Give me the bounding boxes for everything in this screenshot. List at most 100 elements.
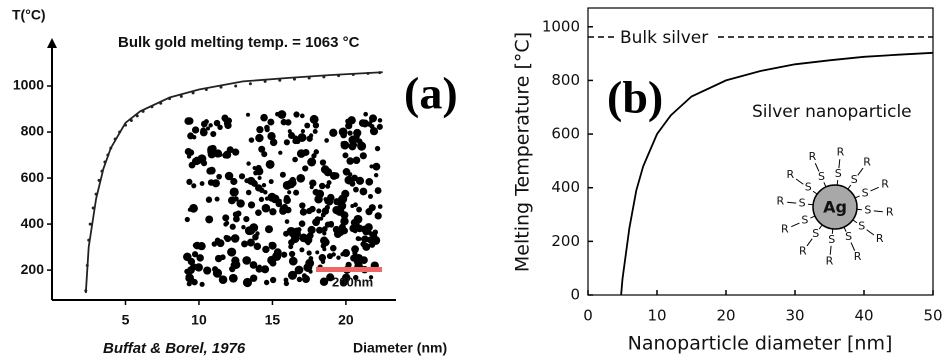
micrograph-dot xyxy=(255,209,262,216)
particle-label: Ag xyxy=(823,198,847,217)
ligand-group: R xyxy=(787,168,795,181)
micrograph-dot xyxy=(336,255,340,259)
x-tick-label: 10 xyxy=(647,307,666,325)
micrograph-dot xyxy=(321,212,326,217)
micrograph-dot xyxy=(241,240,248,247)
ligand-group: R xyxy=(837,145,845,158)
micrograph-dot xyxy=(302,275,310,283)
y-tick-label: 400 xyxy=(21,215,45,231)
micrograph-dot xyxy=(360,188,368,196)
micrograph-dot xyxy=(296,174,305,183)
micrograph-dot xyxy=(259,188,264,193)
micrograph-dot xyxy=(287,179,296,188)
micrograph-dot xyxy=(206,197,212,203)
ligand-group: R xyxy=(886,205,894,218)
micrograph-dot xyxy=(306,241,310,245)
micrograph-dot xyxy=(210,131,216,137)
ligand-bond xyxy=(824,182,826,187)
axis-arrow xyxy=(47,38,57,48)
micrograph-dot xyxy=(353,202,358,207)
micrograph-dot xyxy=(258,146,265,153)
micrograph-dot xyxy=(353,187,359,193)
micrograph-dot xyxy=(293,229,301,237)
x-tick-label: 30 xyxy=(785,307,804,325)
micrograph-dot xyxy=(365,223,373,231)
micrograph-dot xyxy=(320,278,328,286)
micrograph-dot xyxy=(249,137,255,143)
micrograph-dot xyxy=(234,196,239,201)
micrograph-dot xyxy=(284,281,289,286)
micrograph-dot xyxy=(186,117,193,124)
panel-label: (b) xyxy=(607,72,663,123)
micrograph-dot xyxy=(369,118,374,123)
x-axis-label: Nanoparticle diameter [nm] xyxy=(628,333,893,355)
y-tick-label: 200 xyxy=(551,232,580,250)
micrograph-dot xyxy=(375,187,382,194)
micrograph-dot xyxy=(347,130,352,135)
micrograph-dot xyxy=(327,180,332,185)
micrograph-dot xyxy=(324,197,331,204)
y-tick-label: 0 xyxy=(570,286,580,304)
micrograph-dot xyxy=(316,227,323,234)
micrograph-dot xyxy=(246,113,250,117)
y-tick-label: 1000 xyxy=(542,17,580,35)
x-tick-label: 10 xyxy=(191,312,207,328)
micrograph-dot xyxy=(287,190,291,194)
micrograph-dot xyxy=(360,152,367,159)
ligand-bond xyxy=(874,211,883,212)
x-tick-label: 20 xyxy=(716,307,735,325)
micrograph-dot xyxy=(265,197,269,201)
micrograph-dot xyxy=(363,112,368,117)
micrograph-dot xyxy=(297,277,303,283)
x-tick-label: 5 xyxy=(122,312,130,328)
inset-micrograph: 200nm xyxy=(183,110,383,289)
micrograph-dot xyxy=(256,265,263,272)
chart-title: Bulk gold melting temp. = 1063 °C xyxy=(118,34,360,51)
micrograph-dot xyxy=(341,141,350,150)
ligand-bond xyxy=(830,246,831,255)
annotation: Silver nanoparticle xyxy=(752,102,912,122)
micrograph-dot xyxy=(333,172,340,179)
micrograph-dot xyxy=(292,138,298,144)
micrograph-dot xyxy=(212,266,218,272)
micrograph-dot xyxy=(300,221,304,225)
micrograph-dot xyxy=(375,146,380,151)
y-tick-label: 800 xyxy=(21,123,45,139)
micrograph-dot xyxy=(188,208,192,212)
micrograph-dot xyxy=(315,250,319,254)
micrograph-dot xyxy=(374,173,378,177)
ligand-sulfur: S xyxy=(864,203,871,216)
micrograph-dot xyxy=(313,129,318,134)
micrograph-dot xyxy=(292,157,298,163)
micrograph-dot xyxy=(197,242,205,250)
source: Buffat & Borel, 1976 xyxy=(103,340,246,357)
micrograph-dot xyxy=(269,208,276,215)
micrograph-dot xyxy=(270,277,276,283)
micrograph-dot xyxy=(378,118,383,123)
data-line xyxy=(621,53,933,295)
micrograph-dot xyxy=(208,123,212,127)
ligand-group: R xyxy=(776,195,784,208)
micrograph-dot xyxy=(309,180,316,187)
y-tick-label: 800 xyxy=(551,71,580,89)
micrograph-dot xyxy=(264,125,270,131)
micrograph-dot xyxy=(322,247,326,251)
micrograph-dot xyxy=(246,161,250,165)
micrograph-dot xyxy=(193,243,199,249)
micrograph-dot xyxy=(232,260,241,269)
y-tick-label: 600 xyxy=(551,125,580,143)
micrograph-dot xyxy=(284,195,290,201)
micrograph-dot xyxy=(239,173,245,179)
micrograph-dot xyxy=(216,174,222,180)
micrograph-dot xyxy=(225,172,234,181)
micrograph-dot xyxy=(267,119,274,126)
ligand-sulfur: S xyxy=(835,167,842,180)
micrograph-dot xyxy=(245,226,254,235)
micrograph-dot xyxy=(253,166,257,170)
micrograph-dot xyxy=(293,111,299,117)
ligand-group: R xyxy=(881,177,889,190)
micrograph-dot xyxy=(285,219,290,224)
micrograph-dot xyxy=(340,217,348,225)
micrograph-dot xyxy=(281,119,287,125)
micrograph-dot xyxy=(281,252,287,258)
